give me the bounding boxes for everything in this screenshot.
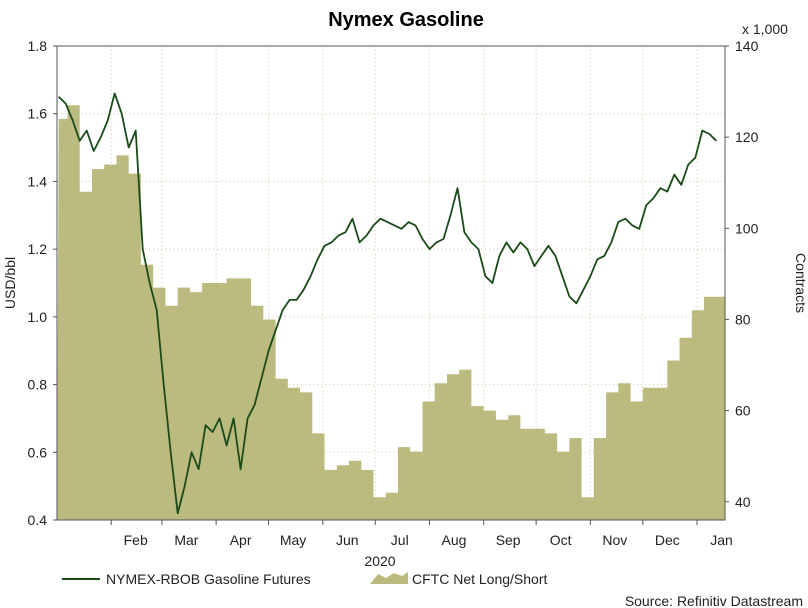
x-tick-label: Aug: [441, 532, 466, 548]
left-tick-label: 0.4: [28, 512, 48, 528]
legend-line-label: NYMEX-RBOB Gasoline Futures: [106, 571, 311, 587]
x-tick-label: May: [280, 532, 306, 548]
left-tick-label: 0.6: [28, 444, 48, 460]
right-tick-label: 100: [735, 220, 759, 236]
left-axis-ticks: 0.4 0.6 0.8 1.0 1.2 1.4 1.6 1.8: [28, 38, 57, 528]
cftc-area-series: [57, 105, 725, 521]
x-tick-label: Apr: [230, 532, 252, 548]
right-axis-label: Contracts: [793, 253, 808, 313]
right-tick-label: 140: [735, 38, 759, 54]
rbob-price-line: [58, 92, 717, 515]
x-tick-label: Feb: [124, 532, 148, 548]
legend: NYMEX-RBOB Gasoline Futures CFTC Net Lon…: [62, 571, 547, 587]
right-axis-unit-label: x 1,000: [742, 21, 788, 37]
left-tick-label: 0.8: [28, 377, 48, 393]
right-tick-label: 120: [735, 129, 759, 145]
left-tick-label: 1.8: [28, 38, 48, 54]
x-axis-ticks: Feb Mar Apr May Jun Jul Aug Sep Oct Nov Dec Jan: [110, 520, 733, 548]
right-tick-label: 40: [735, 494, 751, 510]
x-axis-label: 2020: [364, 553, 395, 569]
x-tick-label: Oct: [550, 532, 572, 548]
right-tick-label: 60: [735, 403, 751, 419]
x-tick-label: Jul: [391, 532, 409, 548]
x-tick-label: Dec: [655, 532, 680, 548]
chart-title: Nymex Gasoline: [328, 9, 484, 31]
x-tick-label: Mar: [174, 532, 198, 548]
left-tick-label: 1.0: [28, 309, 48, 325]
plot-frame: [56, 45, 726, 521]
left-tick-label: 1.6: [28, 106, 48, 122]
legend-area-swatch: [370, 572, 408, 584]
x-tick-label: Jan: [710, 532, 733, 548]
source-note: Source: Refinitiv Datastream: [625, 593, 803, 608]
left-tick-label: 1.2: [28, 241, 48, 257]
left-axis-label: USD/bbl: [2, 257, 18, 309]
x-tick-label: Nov: [602, 532, 627, 548]
legend-area-label: CFTC Net Long/Short: [412, 571, 547, 587]
x-tick-label: Sep: [496, 532, 521, 548]
x-tick-label: Jun: [336, 532, 359, 548]
area-series-layer: [57, 105, 725, 521]
right-axis-ticks: 40 60 80 100 120 140: [725, 38, 759, 510]
right-tick-label: 80: [735, 311, 751, 327]
line-series-layer: [58, 92, 717, 515]
left-tick-label: 1.4: [28, 173, 48, 189]
